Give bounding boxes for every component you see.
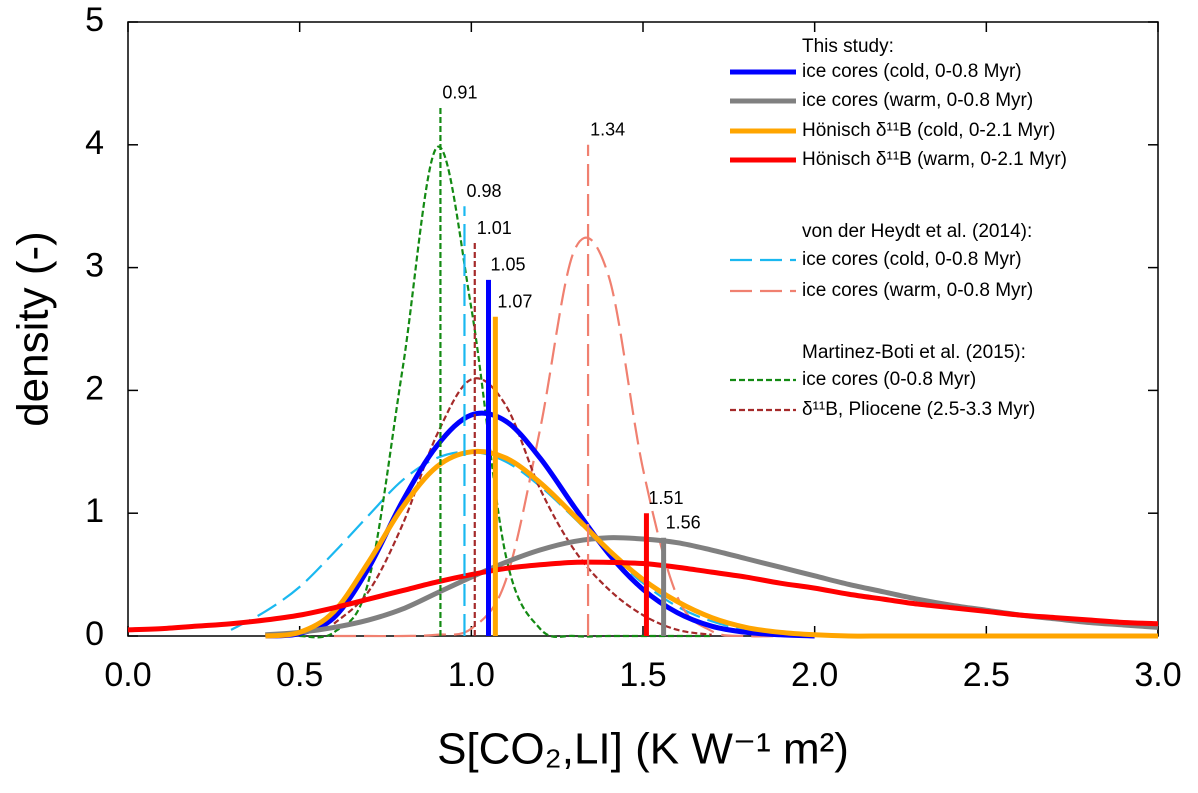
x-tick-label: 1.5	[619, 656, 666, 694]
legend-title: von der Heydt et al. (2014):	[802, 221, 1032, 242]
legend-label: Hönisch δ¹¹B (warm, 0-2.1 Myr)	[802, 149, 1067, 170]
x-tick-label: 1.0	[448, 656, 495, 694]
legend-label: δ¹¹B, Pliocene (2.5-3.3 Myr)	[802, 399, 1035, 420]
density-curve	[334, 236, 781, 638]
y-tick-label: 4	[85, 124, 104, 162]
density-curve	[265, 410, 815, 639]
x-tick-label: 2.0	[791, 656, 838, 694]
x-axis-title: S[CO₂,LI] (K W⁻¹ m²)	[437, 725, 849, 774]
density-curve	[265, 448, 1158, 639]
median-label: 0.98	[466, 181, 501, 201]
x-tick-label: 2.5	[963, 656, 1010, 694]
legend-label: ice cores (cold, 0-0.8 Myr)	[802, 61, 1022, 82]
median-label: 1.05	[491, 255, 526, 275]
median-label: 1.56	[666, 513, 701, 533]
legend-title: This study:	[802, 36, 894, 57]
median-label: 1.07	[497, 291, 532, 311]
x-tick-label: 3.0	[1134, 656, 1181, 694]
y-tick-label: 3	[85, 247, 104, 285]
x-tick-label: 0.0	[104, 656, 151, 694]
y-axis-title: density (-)	[9, 231, 58, 427]
median-label: 0.91	[442, 83, 477, 103]
y-tick-label: 2	[85, 369, 104, 407]
median-label: 1.51	[648, 488, 683, 508]
legend-title: Martinez-Boti et al. (2015):	[802, 342, 1026, 363]
density-curve	[127, 559, 1159, 633]
y-tick-label: 1	[85, 492, 104, 530]
x-tick-label: 0.5	[276, 656, 323, 694]
legend-label: ice cores (warm, 0-0.8 Myr)	[802, 90, 1033, 111]
density-curve	[333, 377, 712, 636]
y-tick-label: 5	[85, 1, 104, 39]
legend-label: Hönisch δ¹¹B (cold, 0-2.1 Myr)	[802, 120, 1055, 141]
legend-label: ice cores (warm, 0-0.8 Myr)	[802, 280, 1033, 301]
density-curve	[230, 450, 815, 638]
median-label: 1.01	[477, 218, 512, 238]
legend-label: ice cores (cold, 0-0.8 Myr)	[802, 249, 1022, 270]
legend-label: ice cores (0-0.8 Myr)	[802, 369, 976, 390]
median-label: 1.34	[590, 120, 625, 140]
plot-frame	[127, 21, 1159, 637]
y-tick-label: 0	[85, 615, 104, 653]
